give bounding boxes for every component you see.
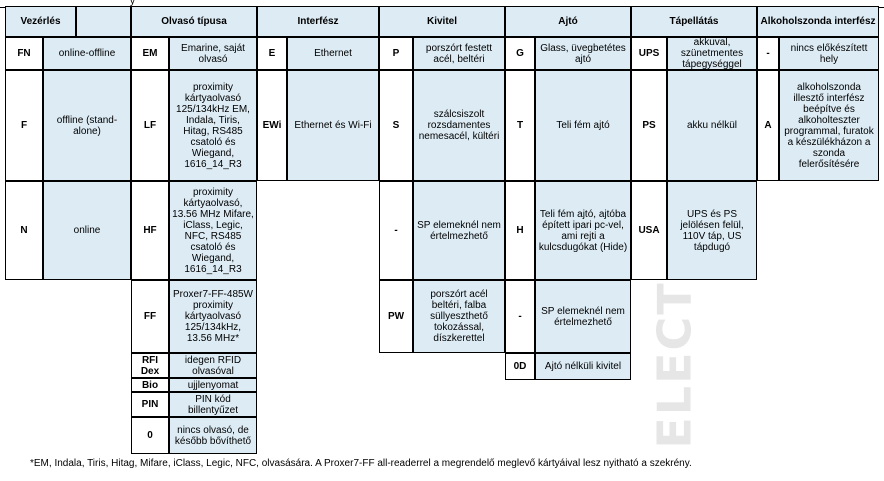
header-kivitel: Kivitel [379, 6, 505, 37]
tapellatas-desc: akku nélkül [667, 70, 757, 181]
olvaso-code: PIN [131, 392, 169, 417]
kivitel-desc: porszórt acél beltéri, falba süllyeszthe… [413, 280, 505, 353]
olvaso-desc: proximity kártyaolvasó 125/134kHz EM, In… [169, 70, 257, 181]
olvaso-desc: idegen RFID olvasóval [169, 353, 257, 378]
watermark: ELECT [648, 281, 703, 449]
alkohol-desc: alkoholszonda illesztő interfész beépítv… [779, 70, 879, 181]
vezerles-desc: offline (stand-alone) [43, 70, 131, 181]
tapellatas-desc: UPS és PS jelölésen felül, 110V táp, US … [667, 181, 757, 280]
interfesz-desc: Ethernet és Wi-Fi [287, 70, 379, 181]
alkohol-desc: nincs előkészített hely [779, 37, 879, 70]
alkohol-code: - [757, 37, 779, 70]
tapellatas-code: USA [631, 181, 667, 280]
header-spacer [76, 6, 131, 37]
ajto-desc: Teli fém ajtó, ajtóba épített ipari pc-v… [535, 181, 631, 280]
vezerles-code: FN [5, 37, 43, 70]
olvaso-code: LF [131, 70, 169, 181]
header-ajto: Ajtó [505, 6, 631, 37]
ajto-desc: Glass, üvegbetétes ajtó [535, 37, 631, 70]
ajto-code: - [505, 280, 535, 353]
olvaso-code: EM [131, 37, 169, 70]
olvaso-code: FF [131, 280, 169, 353]
olvaso-desc: Emarine, saját olvasó [169, 37, 257, 70]
ajto-desc: SP elemeknél nem értelmezhető [535, 280, 631, 353]
tapellatas-code: PS [631, 70, 667, 181]
interfesz-code: E [257, 37, 287, 70]
olvaso-code: 0 [131, 417, 169, 454]
ajto-desc: Teli fém ajtó [535, 70, 631, 181]
ajto-code: T [505, 70, 535, 181]
header-alkohol: Alkoholszonda interfész [757, 6, 879, 37]
olvaso-desc: PIN kód billentyűzet [169, 392, 257, 417]
vezerles-desc: online [43, 181, 131, 280]
ajto-desc: Ajtó nélküli kivitel [535, 353, 631, 380]
olvaso-code: RFI Dex [131, 353, 169, 378]
ajto-code: H [505, 181, 535, 280]
ajto-code: 0D [505, 353, 535, 380]
tapellatas-code: UPS [631, 37, 667, 70]
kivitel-code: - [379, 181, 413, 280]
olvaso-desc: ujjlenyomat [169, 378, 257, 392]
olvaso-desc: Proxer7-FF-485W proximity kártyaolvasó 1… [169, 280, 257, 353]
kivitel-desc: porszórt festett acél, beltéri [413, 37, 505, 70]
kivitel-desc: szálcsiszolt rozsdamentes nemesacél, kül… [413, 70, 505, 181]
kivitel-code: S [379, 70, 413, 181]
kivitel-code: PW [379, 280, 413, 353]
header-vezerles: Vezérlés [5, 6, 76, 37]
interfesz-code: EWi [257, 70, 287, 181]
olvaso-code: HF [131, 181, 169, 280]
olvaso-desc: nincs olvasó, de később bővíthető [169, 417, 257, 454]
interfesz-desc: Ethernet [287, 37, 379, 70]
vezerles-code: N [5, 181, 43, 280]
ajto-code: G [505, 37, 535, 70]
footnote: *EM, Indala, Tiris, Hitag, Mifare, iClas… [30, 458, 692, 469]
kivitel-desc: SP elemeknél nem értelmezhető [413, 181, 505, 280]
vezerles-code: F [5, 70, 43, 181]
kivitel-code: P [379, 37, 413, 70]
olvaso-code: Bio [131, 378, 169, 392]
header-interfesz: Interfész [257, 6, 379, 37]
vezerles-desc: online-offline [43, 37, 131, 70]
alkohol-code: A [757, 70, 779, 181]
header-tapellatas: Tápellátás [631, 6, 757, 37]
tapellatas-desc: akkuval, szünetmentes tápegységgel [667, 37, 757, 70]
olvaso-desc: proximity kártyaolvasó, 13.56 MHz Mifare… [169, 181, 257, 280]
header-olvaso: Olvasó típusa [131, 6, 257, 37]
